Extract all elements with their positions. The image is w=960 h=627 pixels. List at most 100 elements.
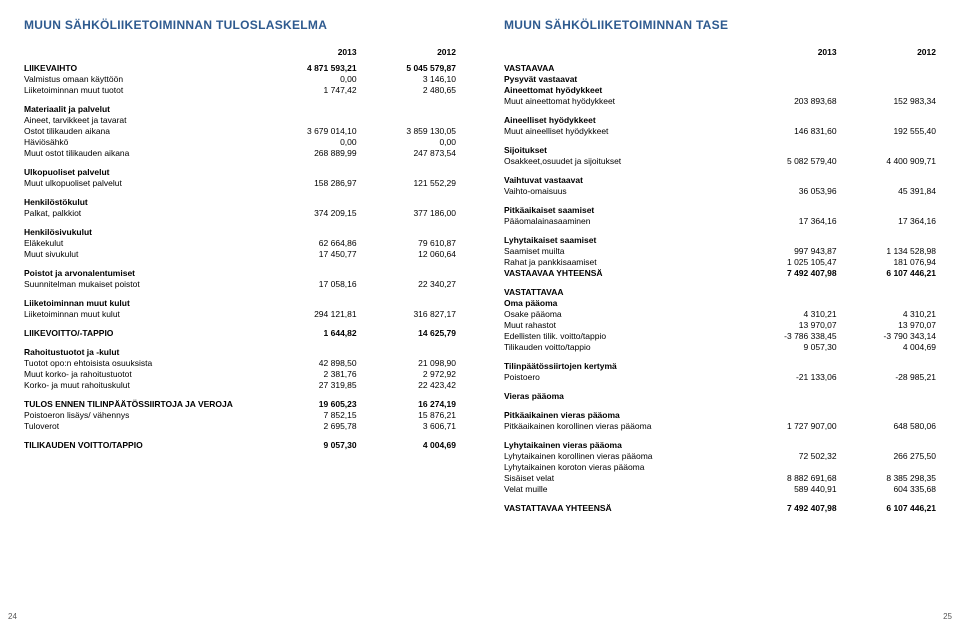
table-row xyxy=(24,260,456,268)
row-label: Muut ulkopuoliset palvelut xyxy=(24,178,257,189)
table-row: Muut ulkopuoliset palvelut158 286,97121 … xyxy=(24,178,456,189)
row-value-2012: 4 310,21 xyxy=(837,309,936,320)
row-value-2012 xyxy=(357,298,456,309)
row-value-2012 xyxy=(357,347,456,358)
table-row xyxy=(24,432,456,440)
row-label: Palkat, palkkiot xyxy=(24,208,257,219)
row-label: Lyhytaikaiset saamiset xyxy=(504,235,737,246)
row-label: Poistot ja arvonalentumiset xyxy=(24,268,257,279)
table-row: Velat muille589 440,91604 335,68 xyxy=(504,484,936,495)
row-value-2012: 247 873,54 xyxy=(357,148,456,159)
row-value-2012: 17 364,16 xyxy=(837,216,936,227)
left-title: MUUN SÄHKÖLIIKETOIMINNAN TULOSLASKELMA xyxy=(24,18,456,32)
row-value-2013: 3 679 014,10 xyxy=(257,126,356,137)
table-row: Liiketoiminnan muut kulut xyxy=(24,298,456,309)
row-value-2012 xyxy=(837,145,936,156)
row-label: Tuloverot xyxy=(24,421,257,432)
row-value-2012 xyxy=(357,167,456,178)
table-row: Poistoero-21 133,06-28 985,21 xyxy=(504,372,936,383)
table-row: Lyhytaikaiset saamiset xyxy=(504,235,936,246)
row-value-2013 xyxy=(737,145,836,156)
row-value-2012 xyxy=(837,298,936,309)
row-value-2013 xyxy=(737,410,836,421)
row-value-2013: 294 121,81 xyxy=(257,309,356,320)
row-label: Velat muille xyxy=(504,484,737,495)
row-label: VASTAAVAA xyxy=(504,63,737,74)
row-label: Muut aineettomat hyödykkeet xyxy=(504,96,737,107)
row-value-2013: -21 133,06 xyxy=(737,372,836,383)
row-value-2013 xyxy=(737,361,836,372)
year-2013: 2013 xyxy=(737,46,836,63)
table-row: Osakkeet,osuudet ja sijoitukset5 082 579… xyxy=(504,156,936,167)
row-value-2013: 62 664,86 xyxy=(257,238,356,249)
page-number-left: 24 xyxy=(8,612,17,621)
row-value-2013: 4 310,21 xyxy=(737,309,836,320)
row-value-2013 xyxy=(257,104,356,115)
year-header-row: 2013 2012 xyxy=(24,46,456,63)
row-value-2013 xyxy=(737,205,836,216)
table-row xyxy=(504,383,936,391)
page-number-right: 25 xyxy=(943,612,952,621)
row-value-2013: 42 898,50 xyxy=(257,358,356,369)
table-row: Muut sivukulut17 450,7712 060,64 xyxy=(24,249,456,260)
row-value-2013 xyxy=(737,462,836,473)
table-row: Valmistus omaan käyttöön0,003 146,10 xyxy=(24,74,456,85)
row-value-2012 xyxy=(837,462,936,473)
row-label: LIIKEVOITTO/-TAPPIO xyxy=(24,328,257,339)
row-value-2013 xyxy=(257,347,356,358)
row-label: LIIKEVAIHTO xyxy=(24,63,257,74)
row-value-2012: 4 004,69 xyxy=(837,342,936,353)
table-row: VASTATTAVAA YHTEENSÄ7 492 407,986 107 44… xyxy=(504,503,936,514)
row-value-2013: 17 364,16 xyxy=(737,216,836,227)
row-value-2013: 36 053,96 xyxy=(737,186,836,197)
table-row: Aineet, tarvikkeet ja tavarat xyxy=(24,115,456,126)
table-row xyxy=(504,279,936,287)
row-value-2012 xyxy=(837,85,936,96)
row-label: Valmistus omaan käyttöön xyxy=(24,74,257,85)
row-label: Edellisten tilik. voitto/tappio xyxy=(504,331,737,342)
row-label: Muut ostot tilikauden aikana xyxy=(24,148,257,159)
row-label: Suunnitelman mukaiset poistot xyxy=(24,279,257,290)
row-value-2013 xyxy=(737,63,836,74)
row-value-2012 xyxy=(837,391,936,402)
table-row: Rahoitustuotot ja -kulut xyxy=(24,347,456,358)
income-statement-table: 2013 2012 LIIKEVAIHTO4 871 593,215 045 5… xyxy=(24,46,456,451)
year-2012: 2012 xyxy=(837,46,936,63)
table-row: Muut rahastot13 970,0713 970,07 xyxy=(504,320,936,331)
row-value-2013: 1 727 907,00 xyxy=(737,421,836,432)
table-row xyxy=(504,197,936,205)
row-value-2013: 8 882 691,68 xyxy=(737,473,836,484)
row-label: Poistoero xyxy=(504,372,737,383)
row-value-2012: 121 552,29 xyxy=(357,178,456,189)
row-label: Muut rahastot xyxy=(504,320,737,331)
row-label: Lyhytaikainen koroton vieras pääoma xyxy=(504,462,737,473)
row-value-2012: 21 098,90 xyxy=(357,358,456,369)
table-row: Lyhytaikainen vieras pääoma xyxy=(504,440,936,451)
row-value-2012 xyxy=(357,268,456,279)
row-value-2012: 377 186,00 xyxy=(357,208,456,219)
row-label: VASTATTAVAA YHTEENSÄ xyxy=(504,503,737,514)
row-value-2013: 1 747,42 xyxy=(257,85,356,96)
row-value-2012: 266 275,50 xyxy=(837,451,936,462)
row-label: Saamiset muilta xyxy=(504,246,737,257)
row-value-2013: 17 450,77 xyxy=(257,249,356,260)
row-value-2012: 3 606,71 xyxy=(357,421,456,432)
row-value-2012 xyxy=(837,175,936,186)
table-row: Ostot tilikauden aikana3 679 014,103 859… xyxy=(24,126,456,137)
row-label: Muut korko- ja rahoitustuotot xyxy=(24,369,257,380)
row-value-2012: 3 859 130,05 xyxy=(357,126,456,137)
table-row: Lyhytaikainen koroton vieras pääoma xyxy=(504,462,936,473)
table-row: Sisäiset velat8 882 691,688 385 298,35 xyxy=(504,473,936,484)
row-value-2013: 72 502,32 xyxy=(737,451,836,462)
table-row xyxy=(24,189,456,197)
row-value-2013 xyxy=(257,298,356,309)
table-row: Poistoeron lisäys/ vähennys7 852,1515 87… xyxy=(24,410,456,421)
table-row xyxy=(24,339,456,347)
row-value-2013 xyxy=(737,298,836,309)
row-value-2013: 997 943,87 xyxy=(737,246,836,257)
row-value-2012: 0,00 xyxy=(357,137,456,148)
row-label: Muut aineelliset hyödykkeet xyxy=(504,126,737,137)
row-value-2013: 7 852,15 xyxy=(257,410,356,421)
table-row: Oma pääoma xyxy=(504,298,936,309)
table-row: Tuotot opo:n ehtoisista osuuksista42 898… xyxy=(24,358,456,369)
